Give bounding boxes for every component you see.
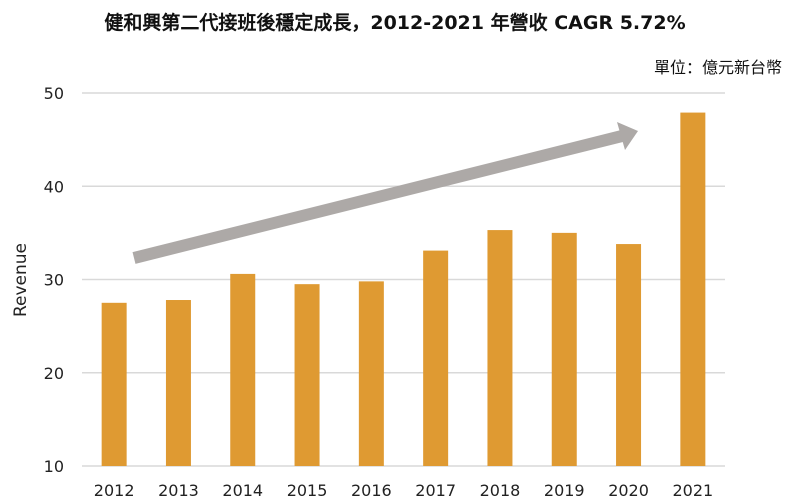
x-tick-label: 2020 [608, 481, 649, 500]
bar-2018 [487, 230, 513, 466]
x-tick-label: 2018 [480, 481, 521, 500]
bar-2015 [294, 284, 320, 466]
x-tick-label: 2016 [351, 481, 392, 500]
x-tick-label: 2019 [544, 481, 585, 500]
bar-2019 [551, 232, 577, 466]
bar-2012 [101, 302, 127, 466]
y-tick-label: 10 [44, 457, 64, 476]
x-tick-label: 2013 [158, 481, 199, 500]
x-tick-label: 2017 [415, 481, 456, 500]
trend-arrow-shaft [132, 130, 624, 264]
x-tick-label: 2021 [672, 481, 713, 500]
y-tick-label: 20 [44, 364, 64, 383]
y-tick-label: 30 [44, 271, 64, 290]
trend-arrow-head [617, 122, 638, 150]
bar-2013 [165, 300, 191, 466]
x-tick-label: 2012 [94, 481, 135, 500]
y-tick-label: 50 [44, 84, 64, 103]
bar-2020 [616, 244, 642, 466]
chart-title: 健和興第二代接班後穩定成長，2012-2021 年營收 CAGR 5.72% [104, 12, 686, 34]
bar-2017 [423, 250, 449, 466]
y-tick-label: 40 [44, 177, 64, 196]
unit-label: 單位：億元新台幣 [653, 58, 782, 77]
bar-2014 [230, 273, 256, 466]
bar-2021 [680, 112, 706, 467]
x-tick-label: 2015 [287, 481, 328, 500]
y-axis-label: Revenue [11, 243, 31, 317]
bar-2016 [358, 281, 384, 466]
x-tick-label: 2014 [222, 481, 263, 500]
